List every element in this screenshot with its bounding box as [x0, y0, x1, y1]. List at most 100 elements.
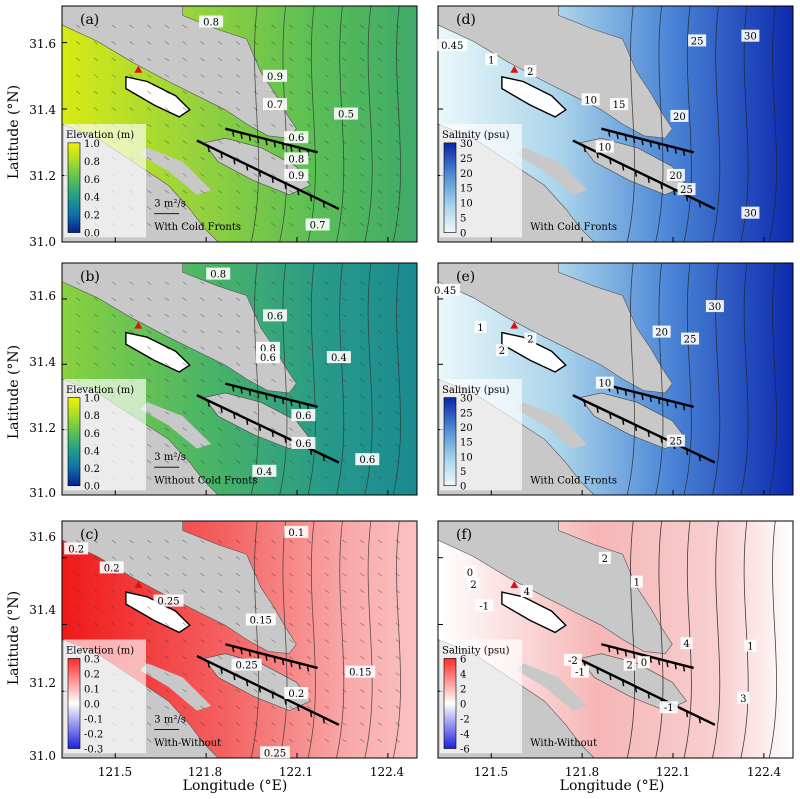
- groyne: [297, 704, 300, 712]
- land-north: [61, 520, 297, 655]
- contour-label-bg: [345, 665, 376, 678]
- contour-label: 2: [527, 335, 533, 346]
- contour-line: [307, 262, 316, 496]
- contour-line: [250, 520, 260, 759]
- colorbar-tick: 6: [460, 654, 466, 665]
- groyne: [649, 656, 652, 663]
- contour-label-bg: [252, 464, 277, 477]
- groyne: [271, 430, 274, 438]
- colorbar-tick: 0: [460, 482, 466, 493]
- svg-text:122.1: 122.1: [656, 765, 690, 779]
- contour-label-bg: [263, 98, 287, 111]
- contour-line: [279, 262, 288, 496]
- groyne: [248, 134, 251, 141]
- groyne: [245, 418, 249, 425]
- contour-line: [307, 520, 316, 759]
- contour-label: 0.6: [260, 353, 276, 364]
- panel-tag: (a): [80, 12, 99, 28]
- contour-label-bg: [571, 665, 589, 678]
- groyne: [616, 132, 619, 139]
- groyne: [258, 686, 262, 693]
- contour-label: 25: [680, 185, 693, 196]
- x-axis-label: Longitude (°E): [183, 778, 288, 794]
- island-changxing: [125, 591, 191, 634]
- island-shoal: [140, 663, 212, 711]
- panel-tag: (d): [456, 12, 476, 28]
- groyne: [248, 389, 251, 396]
- lon-ticks-left: 121.5 121.8 122.1 122.4: [98, 765, 405, 779]
- colorbar-tick: -2: [460, 715, 470, 726]
- groyne: [233, 158, 236, 165]
- groyne: [248, 650, 251, 657]
- jetty-south: [196, 139, 340, 211]
- groyne: [273, 656, 276, 663]
- groyne: [322, 201, 325, 208]
- groyne: [685, 710, 689, 718]
- contour-label: -1: [575, 668, 585, 679]
- contour-label-bg: [652, 325, 671, 338]
- contour-line: [740, 520, 749, 759]
- station-triangle-icon: [510, 65, 519, 73]
- groyne: [231, 130, 235, 137]
- contour-label-bg: [199, 15, 224, 28]
- contour-label-bg: [680, 637, 693, 650]
- colorbar-tick: 0.4: [84, 446, 100, 457]
- groyne: [298, 402, 301, 409]
- groyne: [306, 665, 310, 672]
- contour-label-bg: [595, 140, 614, 153]
- contour-line: [740, 262, 749, 496]
- groyne: [674, 663, 677, 670]
- colorbar: [67, 658, 81, 749]
- groyne: [649, 395, 652, 403]
- contour-label: 0.8: [210, 270, 226, 281]
- contour-label-bg: [255, 351, 280, 364]
- colorbar-tick: 25: [460, 408, 473, 419]
- panel-note: With-Without: [530, 738, 597, 749]
- jetty-south: [196, 394, 340, 464]
- contour-label-bg: [623, 658, 636, 671]
- island-jiuduansha: [579, 392, 687, 449]
- contour-label-bg: [520, 585, 533, 598]
- groyne: [657, 143, 661, 150]
- contour-label: 0.6: [267, 311, 283, 322]
- contour-label: 10: [598, 379, 611, 390]
- contour-label-bg: [659, 701, 678, 714]
- groyne: [641, 393, 644, 400]
- groyne: [281, 658, 285, 666]
- groyne: [682, 665, 686, 672]
- contour-line: [626, 262, 636, 496]
- groyne: [265, 138, 268, 146]
- contour-label-bg: [206, 267, 231, 280]
- panel-note: With Cold Fronts: [530, 475, 617, 486]
- groyne: [660, 182, 663, 190]
- panel-note: With Cold Fronts: [530, 222, 617, 233]
- groyne: [685, 448, 689, 456]
- contour-label: 20: [669, 171, 682, 182]
- island-jiuduansha: [579, 653, 687, 711]
- contour-label-bg: [666, 168, 685, 181]
- contour-label: 4: [524, 587, 530, 598]
- contour-label-bg: [284, 168, 309, 181]
- groyne: [647, 430, 650, 438]
- contour-label: 1: [488, 55, 494, 66]
- contour-label: 30: [709, 302, 722, 313]
- station-triangle-icon: [134, 580, 143, 588]
- contour-line: [768, 5, 778, 243]
- contour-label: 30: [744, 209, 757, 220]
- colorbar-tick: 4: [460, 669, 466, 680]
- groyne: [596, 152, 599, 159]
- contour-label: 0.6: [295, 439, 311, 450]
- y-axis-label: Latitude (°N): [6, 591, 22, 685]
- contour-label: 0.5: [338, 110, 354, 121]
- contour-label: 0.9: [288, 171, 304, 182]
- groyne: [207, 400, 210, 407]
- colorbar-tick: 25: [460, 154, 473, 165]
- contour-label: 0.25: [157, 597, 179, 608]
- contour-label-bg: [741, 206, 760, 219]
- colorbar: [67, 397, 81, 487]
- groyne: [309, 710, 313, 718]
- groyne: [641, 138, 644, 146]
- contour-label-bg: [245, 613, 276, 626]
